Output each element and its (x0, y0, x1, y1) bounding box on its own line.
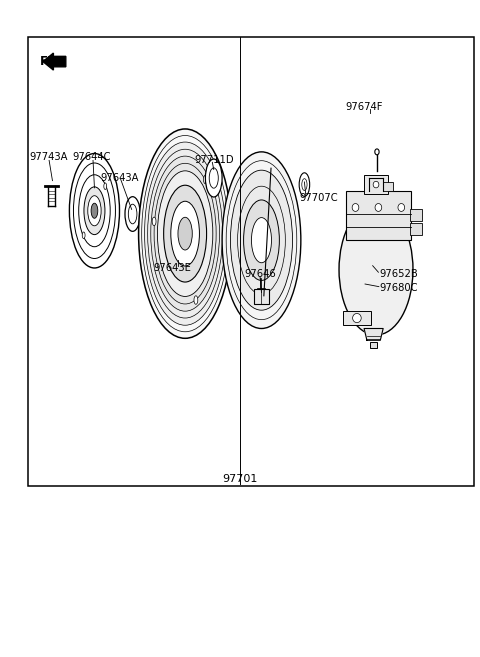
Ellipse shape (88, 196, 101, 226)
Ellipse shape (84, 187, 105, 235)
Ellipse shape (139, 129, 232, 338)
Text: 97701: 97701 (222, 474, 258, 484)
Ellipse shape (209, 168, 218, 188)
Ellipse shape (205, 159, 222, 197)
Ellipse shape (339, 204, 413, 335)
Text: 97643E: 97643E (153, 263, 191, 273)
Ellipse shape (91, 203, 98, 218)
Text: FR.: FR. (39, 55, 61, 68)
Text: 97680C: 97680C (380, 283, 419, 293)
Ellipse shape (222, 152, 301, 328)
Polygon shape (364, 328, 383, 340)
Ellipse shape (73, 163, 116, 258)
Ellipse shape (104, 183, 107, 189)
Ellipse shape (375, 204, 382, 212)
Bar (254, 288, 269, 304)
Ellipse shape (164, 185, 206, 282)
Bar (346, 191, 411, 240)
Text: 97643A: 97643A (101, 173, 139, 183)
Text: 97644C: 97644C (72, 152, 110, 162)
Bar (28, 37, 474, 486)
Ellipse shape (375, 149, 379, 155)
Text: 97646: 97646 (245, 269, 276, 279)
Ellipse shape (178, 217, 192, 250)
Ellipse shape (352, 204, 359, 212)
Ellipse shape (82, 232, 85, 238)
Text: 97707C: 97707C (300, 193, 338, 202)
Ellipse shape (128, 204, 137, 224)
Ellipse shape (125, 196, 140, 231)
Bar (343, 311, 371, 325)
Ellipse shape (70, 154, 120, 268)
Ellipse shape (243, 200, 279, 281)
Text: 97652B: 97652B (380, 269, 419, 279)
Ellipse shape (152, 217, 156, 225)
Ellipse shape (194, 296, 198, 304)
Ellipse shape (144, 142, 226, 325)
Ellipse shape (353, 313, 361, 323)
Bar (370, 342, 377, 348)
Ellipse shape (302, 179, 307, 191)
Bar (364, 175, 388, 194)
Text: 97674F: 97674F (345, 102, 383, 112)
Text: 97711D: 97711D (195, 154, 234, 165)
Ellipse shape (230, 170, 292, 310)
Ellipse shape (204, 175, 207, 184)
Ellipse shape (299, 173, 310, 196)
Ellipse shape (373, 181, 379, 188)
Ellipse shape (157, 171, 213, 296)
Text: 97743A: 97743A (29, 152, 68, 162)
Bar (410, 209, 422, 221)
FancyArrow shape (43, 53, 66, 70)
Ellipse shape (398, 204, 405, 212)
Ellipse shape (171, 201, 199, 266)
Bar (410, 223, 422, 235)
Ellipse shape (79, 175, 110, 247)
Ellipse shape (151, 156, 219, 311)
Ellipse shape (252, 217, 272, 263)
Bar (383, 182, 393, 191)
